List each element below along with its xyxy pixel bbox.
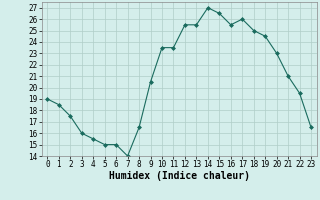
X-axis label: Humidex (Indice chaleur): Humidex (Indice chaleur) bbox=[109, 171, 250, 181]
